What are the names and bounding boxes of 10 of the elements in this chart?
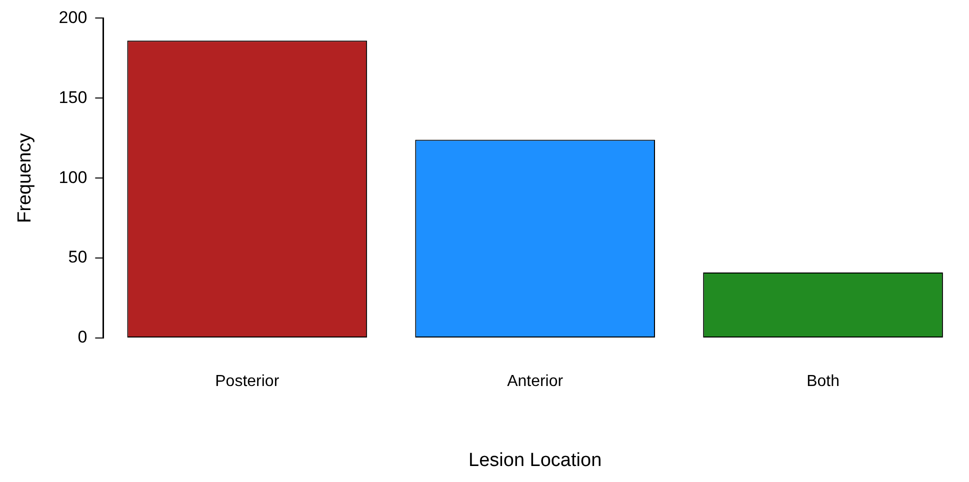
y-tick-label: 150: [58, 88, 88, 107]
y-axis-title: Frequency: [14, 132, 36, 223]
x-axis-title: Lesion Location: [468, 450, 602, 471]
x-tick-label: Posterior: [215, 373, 280, 390]
y-tick-label: 50: [68, 248, 88, 267]
y-tick-label: 200: [58, 8, 88, 27]
x-tick-label: Both: [806, 373, 840, 390]
y-tick-label: 0: [78, 328, 88, 347]
x-tick-label: Anterior: [507, 373, 564, 390]
y-tick-label: 100: [58, 168, 88, 187]
